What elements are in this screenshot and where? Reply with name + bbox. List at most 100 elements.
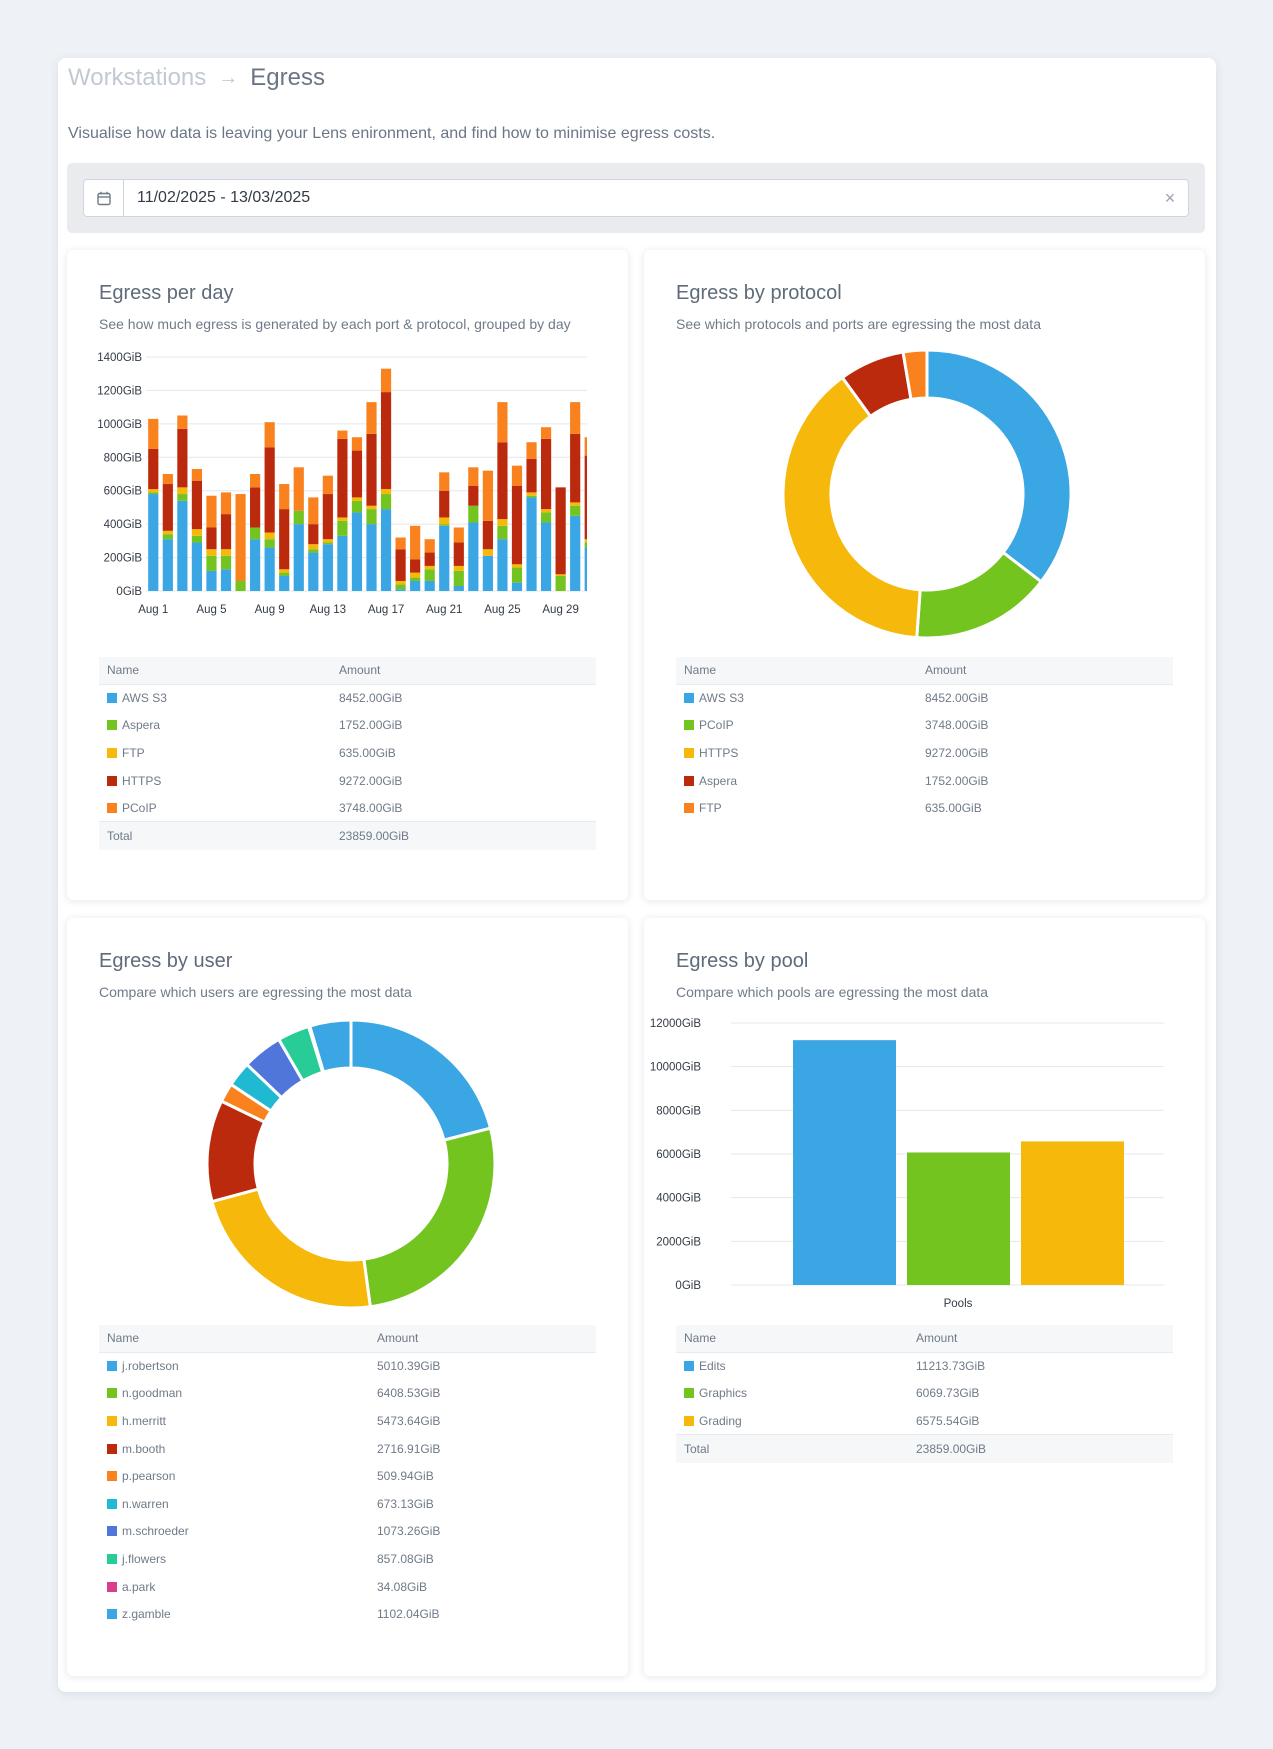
- card-description: See how much egress is generated by each…: [99, 316, 571, 332]
- row-name: z.gamble: [122, 1607, 171, 1622]
- bar-segment: [322, 539, 333, 543]
- egress-by-user-table: Name Amount j.robertson 5010.39GiB n.good…: [99, 1325, 596, 1628]
- bar-segment: [497, 402, 508, 443]
- bar-segment: [584, 437, 587, 456]
- table-row: PCoIP 3748.00GiB: [676, 712, 1173, 740]
- bar-segment: [424, 539, 435, 553]
- bar-segment: [424, 580, 435, 591]
- bar-segment: [453, 585, 464, 591]
- pool-bar: [1021, 1141, 1124, 1285]
- bar-segment: [395, 580, 406, 585]
- column-header-amount: Amount: [331, 657, 596, 685]
- table-row: PCoIP 3748.00GiB: [99, 794, 596, 822]
- bar-segment: [497, 519, 508, 526]
- bar-segment: [380, 392, 392, 490]
- breadcrumb-workstations-link[interactable]: Workstations: [68, 64, 207, 91]
- table-total-row: Total 23859.00GiB: [676, 1434, 1173, 1463]
- bar-segment: [584, 455, 587, 540]
- legend-swatch: [684, 720, 694, 731]
- bar-segment: [497, 442, 508, 520]
- bar-segment: [380, 509, 392, 591]
- clear-date-icon[interactable]: ×: [1164, 187, 1176, 208]
- bar-segment: [366, 509, 377, 525]
- bar-segment: [206, 555, 217, 571]
- page-subtitle: Visualise how data is leaving your Lens …: [68, 125, 716, 142]
- x-tick-label: Aug 5: [196, 604, 226, 616]
- bar-segment: [220, 514, 232, 550]
- bar-segment: [526, 442, 537, 459]
- bar-segment: [410, 580, 421, 591]
- table-row: Graphics 6069.73GiB: [676, 1380, 1173, 1408]
- y-tick-label: 600GiB: [104, 486, 143, 498]
- legend-swatch: [107, 1361, 117, 1372]
- column-header-amount: Amount: [917, 657, 1173, 685]
- calendar-icon[interactable]: [84, 180, 124, 216]
- bar-segment: [250, 487, 261, 528]
- x-tick-label: Aug 1: [138, 604, 168, 616]
- row-amount: 9272.00GiB: [339, 773, 403, 788]
- bar-segment: [250, 527, 261, 540]
- bar-segment: [337, 438, 348, 518]
- bar-segment: [322, 494, 333, 540]
- row-name: FTP: [699, 801, 722, 816]
- y-tick-label: 4000GiB: [656, 1193, 701, 1205]
- bar-segment: [279, 575, 290, 591]
- row-amount: 1073.26GiB: [377, 1524, 441, 1539]
- table-row: j.robertson 5010.39GiB: [99, 1352, 596, 1380]
- table-row: p.pearson 509.94GiB: [99, 1462, 596, 1490]
- card-title: Egress by protocol: [676, 282, 842, 304]
- legend-swatch: [107, 775, 117, 786]
- bar-segment: [177, 494, 188, 501]
- table-row: AWS S3 8452.00GiB: [676, 684, 1173, 712]
- bar-segment: [511, 567, 523, 583]
- bar-segment: [410, 559, 421, 573]
- column-header-name: Name: [676, 657, 917, 685]
- bar-segment: [570, 515, 581, 591]
- row-amount: 3748.00GiB: [339, 800, 403, 815]
- bar-segment: [191, 542, 203, 591]
- legend-swatch: [107, 720, 117, 731]
- bar-segment: [584, 539, 587, 543]
- bar-segment: [206, 495, 217, 528]
- egress-by-protocol-donut: [781, 348, 1073, 640]
- table-total-row: Total 23859.00GiB: [99, 821, 596, 850]
- row-amount: 1752.00GiB: [925, 773, 989, 788]
- bar-segment: [395, 549, 406, 581]
- table-row: Aspera 1752.00GiB: [99, 712, 596, 740]
- date-range-value[interactable]: 11/02/2025 - 13/03/2025: [137, 189, 311, 206]
- bar-segment: [468, 467, 479, 486]
- bar-segment: [453, 570, 464, 586]
- y-tick-label: 800GiB: [104, 452, 143, 464]
- date-range-picker[interactable]: 11/02/2025 - 13/03/2025 ×: [83, 179, 1189, 217]
- card-title: Egress by user: [99, 950, 233, 972]
- bar-segment: [439, 517, 450, 525]
- row-name: n.goodman: [122, 1386, 183, 1401]
- row-amount: 635.00GiB: [339, 745, 396, 760]
- row-name: m.booth: [122, 1441, 166, 1456]
- bar-segment: [468, 485, 479, 506]
- column-header-name: Name: [99, 657, 331, 685]
- bar-segment: [220, 569, 232, 591]
- y-tick-label: 200GiB: [104, 553, 143, 565]
- y-tick-label: 12000GiB: [650, 1018, 701, 1030]
- bar-segment: [511, 465, 523, 486]
- y-tick-label: 8000GiB: [656, 1105, 701, 1117]
- bar-segment: [526, 497, 537, 591]
- bar-segment: [177, 500, 188, 591]
- column-header-amount: Amount: [908, 1325, 1173, 1353]
- bar-segment: [220, 492, 232, 515]
- legend-swatch: [684, 693, 694, 704]
- table-row: FTP 635.00GiB: [676, 794, 1173, 822]
- row-name: Edits: [699, 1359, 726, 1374]
- bar-segment: [380, 494, 392, 510]
- y-tick-label: 10000GiB: [650, 1062, 701, 1074]
- bar-segment: [191, 535, 203, 543]
- legend-swatch: [107, 693, 117, 704]
- bar-segment: [206, 527, 217, 550]
- bar-segment: [148, 492, 159, 495]
- table-row: a.park 34.08GiB: [99, 1573, 596, 1601]
- bar-segment: [511, 564, 523, 568]
- row-name: h.merritt: [122, 1413, 167, 1428]
- donut-slice: [349, 1018, 493, 1142]
- row-name: Grading: [699, 1413, 742, 1428]
